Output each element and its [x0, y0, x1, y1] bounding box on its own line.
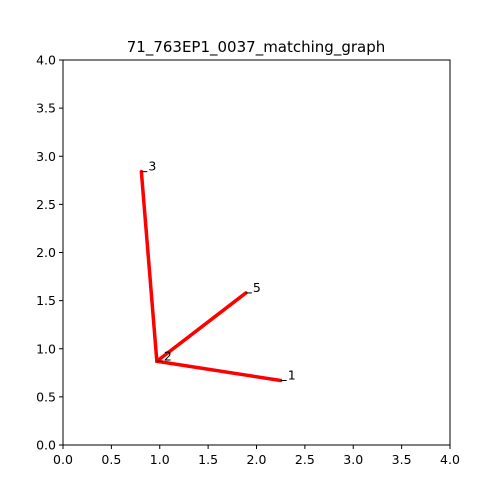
node-labels: 1 2 3 5 — [141, 159, 296, 383]
node-label: 1 — [288, 368, 296, 383]
y-tick-label: 4.0 — [36, 53, 56, 68]
node-label: 5 — [253, 280, 261, 295]
x-axis: 0.0 0.5 1.0 1.5 2.0 2.5 3.0 3.5 4.0 — [53, 445, 460, 467]
y-tick-label: 0.5 — [36, 389, 56, 404]
x-tick-label: 2.0 — [247, 452, 267, 467]
x-tick-label: 3.0 — [343, 452, 363, 467]
plot-area — [139, 169, 283, 383]
node-label: 3 — [148, 159, 156, 174]
graph-edge — [155, 359, 283, 383]
y-tick-label: 3.5 — [36, 101, 56, 116]
graph-edge — [139, 169, 159, 364]
x-tick-label: 4.0 — [440, 452, 460, 467]
x-tick-label: 0.5 — [101, 452, 121, 467]
y-tick-label: 2.0 — [36, 245, 56, 260]
node-label: 2 — [164, 348, 172, 363]
x-tick-label: 0.0 — [53, 452, 73, 467]
x-tick-label: 1.0 — [150, 452, 170, 467]
chart-title: 71_763EP1_0037_matching_graph — [127, 38, 386, 57]
x-tick-label: 3.5 — [392, 452, 412, 467]
y-tick-label: 3.0 — [36, 149, 56, 164]
x-tick-label: 1.5 — [198, 452, 218, 467]
x-tick-label: 2.5 — [295, 452, 315, 467]
plot-frame — [62, 59, 451, 446]
y-tick-label: 0.0 — [36, 438, 56, 453]
y-axis: 0.0 0.5 1.0 1.5 2.0 2.5 3.0 3.5 4.0 — [36, 53, 63, 453]
y-tick-label: 1.0 — [36, 341, 56, 356]
y-tick-label: 2.5 — [36, 197, 56, 212]
y-tick-label: 1.5 — [36, 293, 56, 308]
graph-edge — [155, 291, 248, 364]
